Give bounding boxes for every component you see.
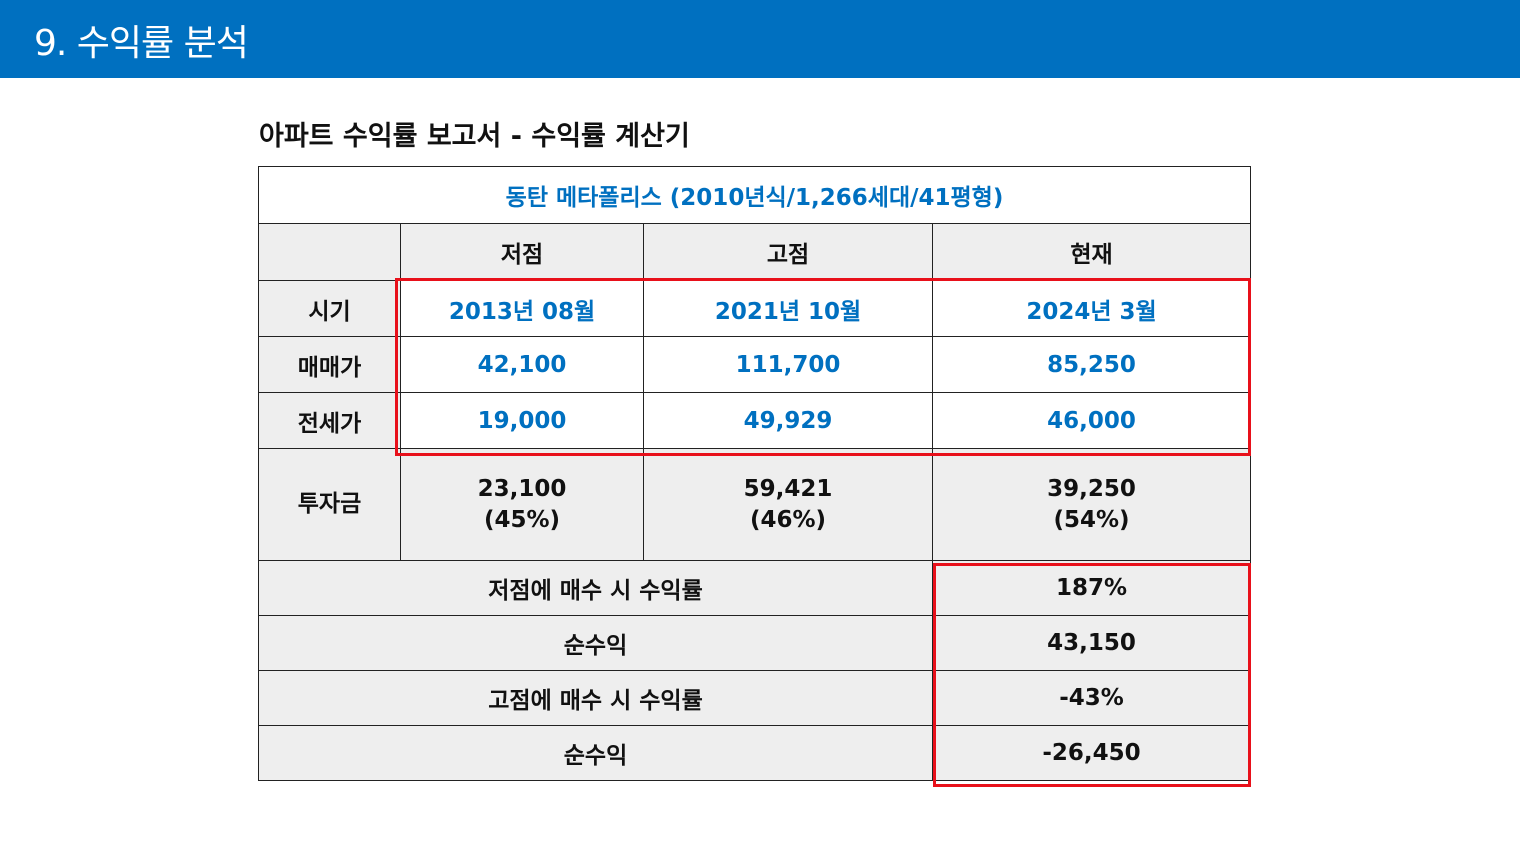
table-row: 순수익 -26,450 — [258, 725, 1252, 781]
sale-price-current: 85,250 — [931, 336, 1252, 393]
table-row: 순수익 43,150 — [258, 615, 1252, 671]
table-row: 저점에 매수 시 수익률 187% — [258, 560, 1252, 616]
investment-low: 23,100 (45%) — [400, 448, 644, 561]
section-title: 9. 수익률 분석 — [34, 23, 249, 64]
investment-amount: 59,421 — [743, 475, 833, 502]
result-label-low-net-profit: 순수익 — [258, 615, 933, 671]
sale-price-high: 111,700 — [643, 336, 933, 393]
profit-table: 동탄 메타폴리스 (2010년식/1,266세대/41평형) 저점 고점 현재 … — [257, 166, 1252, 781]
row-label-period: 시기 — [258, 280, 401, 337]
investment-ratio: (46%) — [749, 506, 827, 533]
investment-current: 39,250 (54%) — [931, 448, 1252, 561]
header-bar: 9. 수익률 분석 — [0, 0, 1520, 78]
table-row: 매매가 42,100 111,700 85,250 — [258, 336, 1252, 393]
complex-title: 동탄 메타폴리스 (2010년식/1,266세대/41평형) — [257, 166, 1252, 224]
investment-amount: 39,250 — [1047, 475, 1136, 502]
period-low: 2013년 08월 — [400, 280, 644, 337]
column-header-high: 고점 — [643, 223, 933, 281]
jeonse-price-current: 46,000 — [931, 392, 1252, 449]
table-row: 시기 2013년 08월 2021년 10월 2024년 3월 — [258, 280, 1252, 337]
column-header-current: 현재 — [931, 223, 1252, 281]
jeonse-price-low: 19,000 — [400, 392, 644, 449]
result-value-low-buy-return: 187% — [931, 560, 1252, 616]
investment-amount: 23,100 — [477, 475, 567, 502]
row-label-jeonse-price: 전세가 — [258, 392, 401, 449]
investment-high: 59,421 (46%) — [643, 448, 933, 561]
jeonse-price-high: 49,929 — [643, 392, 933, 449]
sale-price-low: 42,100 — [400, 336, 644, 393]
result-label-high-net-profit: 순수익 — [258, 725, 933, 781]
report-title: 아파트 수익률 보고서 - 수익률 계산기 — [259, 121, 690, 152]
row-label-investment: 투자금 — [258, 448, 401, 561]
result-value-high-net-profit: -26,450 — [931, 725, 1252, 781]
investment-ratio: (45%) — [483, 506, 561, 533]
investment-ratio: (54%) — [1053, 506, 1130, 533]
column-header-low: 저점 — [400, 223, 644, 281]
table-row: 고점에 매수 시 수익률 -43% — [258, 670, 1252, 726]
period-high: 2021년 10월 — [643, 280, 933, 337]
period-current: 2024년 3월 — [931, 280, 1252, 337]
result-label-high-buy-return: 고점에 매수 시 수익률 — [258, 670, 933, 726]
corner-cell — [258, 223, 401, 281]
table-row: 전세가 19,000 49,929 46,000 — [258, 392, 1252, 449]
result-label-low-buy-return: 저점에 매수 시 수익률 — [258, 560, 933, 616]
result-value-low-net-profit: 43,150 — [931, 615, 1252, 671]
table-row: 투자금 23,100 (45%) 59,421 (46%) 39,250 (54… — [258, 448, 1252, 561]
result-value-high-buy-return: -43% — [931, 670, 1252, 726]
row-label-sale-price: 매매가 — [258, 336, 401, 393]
